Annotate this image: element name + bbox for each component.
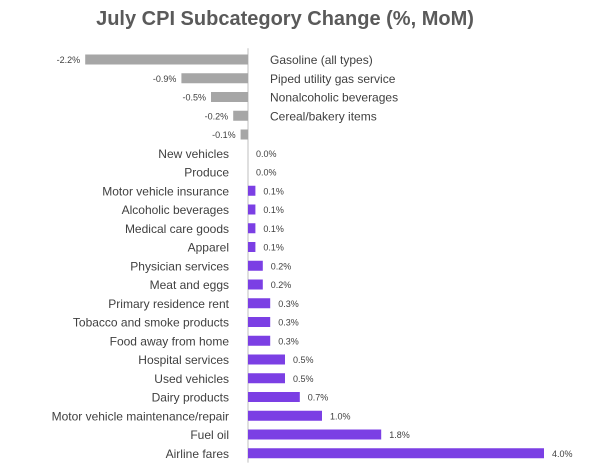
bar <box>248 429 382 440</box>
category-label: Physician services <box>130 259 229 273</box>
bar <box>211 92 248 102</box>
value-label: 0.7% <box>308 393 329 403</box>
chart-title: July CPI Subcategory Change (%, MoM) <box>96 8 474 30</box>
category-label: Food away from home <box>110 334 230 348</box>
bar <box>248 298 271 309</box>
value-label: 0.3% <box>278 299 299 309</box>
bar <box>248 260 263 271</box>
value-label: 4.0% <box>552 449 573 459</box>
category-label: Produce <box>184 166 229 180</box>
category-label: Motor vehicle maintenance/repair <box>52 409 229 423</box>
bar <box>248 223 256 234</box>
value-label: 0.1% <box>263 224 284 234</box>
bar <box>233 110 248 121</box>
bar <box>248 448 544 459</box>
category-label: Meat and eggs <box>150 278 229 292</box>
bar <box>248 242 256 252</box>
bar <box>248 279 263 290</box>
value-label: -0.9% <box>153 74 177 84</box>
category-label: Nonalcoholic beverages <box>270 91 398 105</box>
value-label: 0.2% <box>271 280 292 290</box>
category-label: Gasoline (all types) <box>270 53 373 67</box>
category-label: Piped utility gas service <box>270 72 396 86</box>
category-label: Medical care goods <box>125 222 229 236</box>
bar <box>248 410 322 421</box>
value-label: -0.5% <box>182 93 206 103</box>
value-label: 0.1% <box>263 243 284 253</box>
category-label: Hospital services <box>138 353 229 367</box>
bar <box>181 73 248 84</box>
bar <box>248 392 300 402</box>
category-label: Motor vehicle insurance <box>102 184 229 198</box>
category-label: Dairy products <box>152 391 229 405</box>
value-label: 0.5% <box>293 374 314 384</box>
bar <box>240 129 248 140</box>
value-label: 0.2% <box>271 261 292 271</box>
category-label: New vehicles <box>158 147 229 161</box>
value-label: 0.5% <box>293 355 314 365</box>
category-label: Cereal/bakery items <box>270 109 377 123</box>
bar <box>248 204 256 215</box>
bar <box>248 354 285 365</box>
bar <box>248 373 285 384</box>
value-label: 0.0% <box>256 168 277 178</box>
bar <box>248 185 256 196</box>
value-label: -2.2% <box>57 55 81 65</box>
value-label: 0.0% <box>256 149 277 159</box>
value-label: -0.1% <box>212 130 236 140</box>
value-label: 0.1% <box>263 205 284 215</box>
category-label: Alcoholic beverages <box>122 203 229 217</box>
category-label: Primary residence rent <box>108 297 229 311</box>
category-label: Apparel <box>188 241 229 255</box>
bar <box>248 317 271 327</box>
value-label: 1.0% <box>330 411 351 421</box>
value-label: 0.3% <box>278 318 299 328</box>
category-label: Tobacco and smoke products <box>73 316 229 330</box>
value-label: 1.8% <box>389 430 410 440</box>
category-label: Fuel oil <box>190 428 229 442</box>
value-label: -0.2% <box>205 111 229 121</box>
bar <box>85 54 248 65</box>
value-label: 0.3% <box>278 336 299 346</box>
value-label: 0.1% <box>263 186 284 196</box>
category-label: Used vehicles <box>154 372 229 386</box>
category-label: Airline fares <box>166 447 229 461</box>
bar <box>248 335 271 346</box>
